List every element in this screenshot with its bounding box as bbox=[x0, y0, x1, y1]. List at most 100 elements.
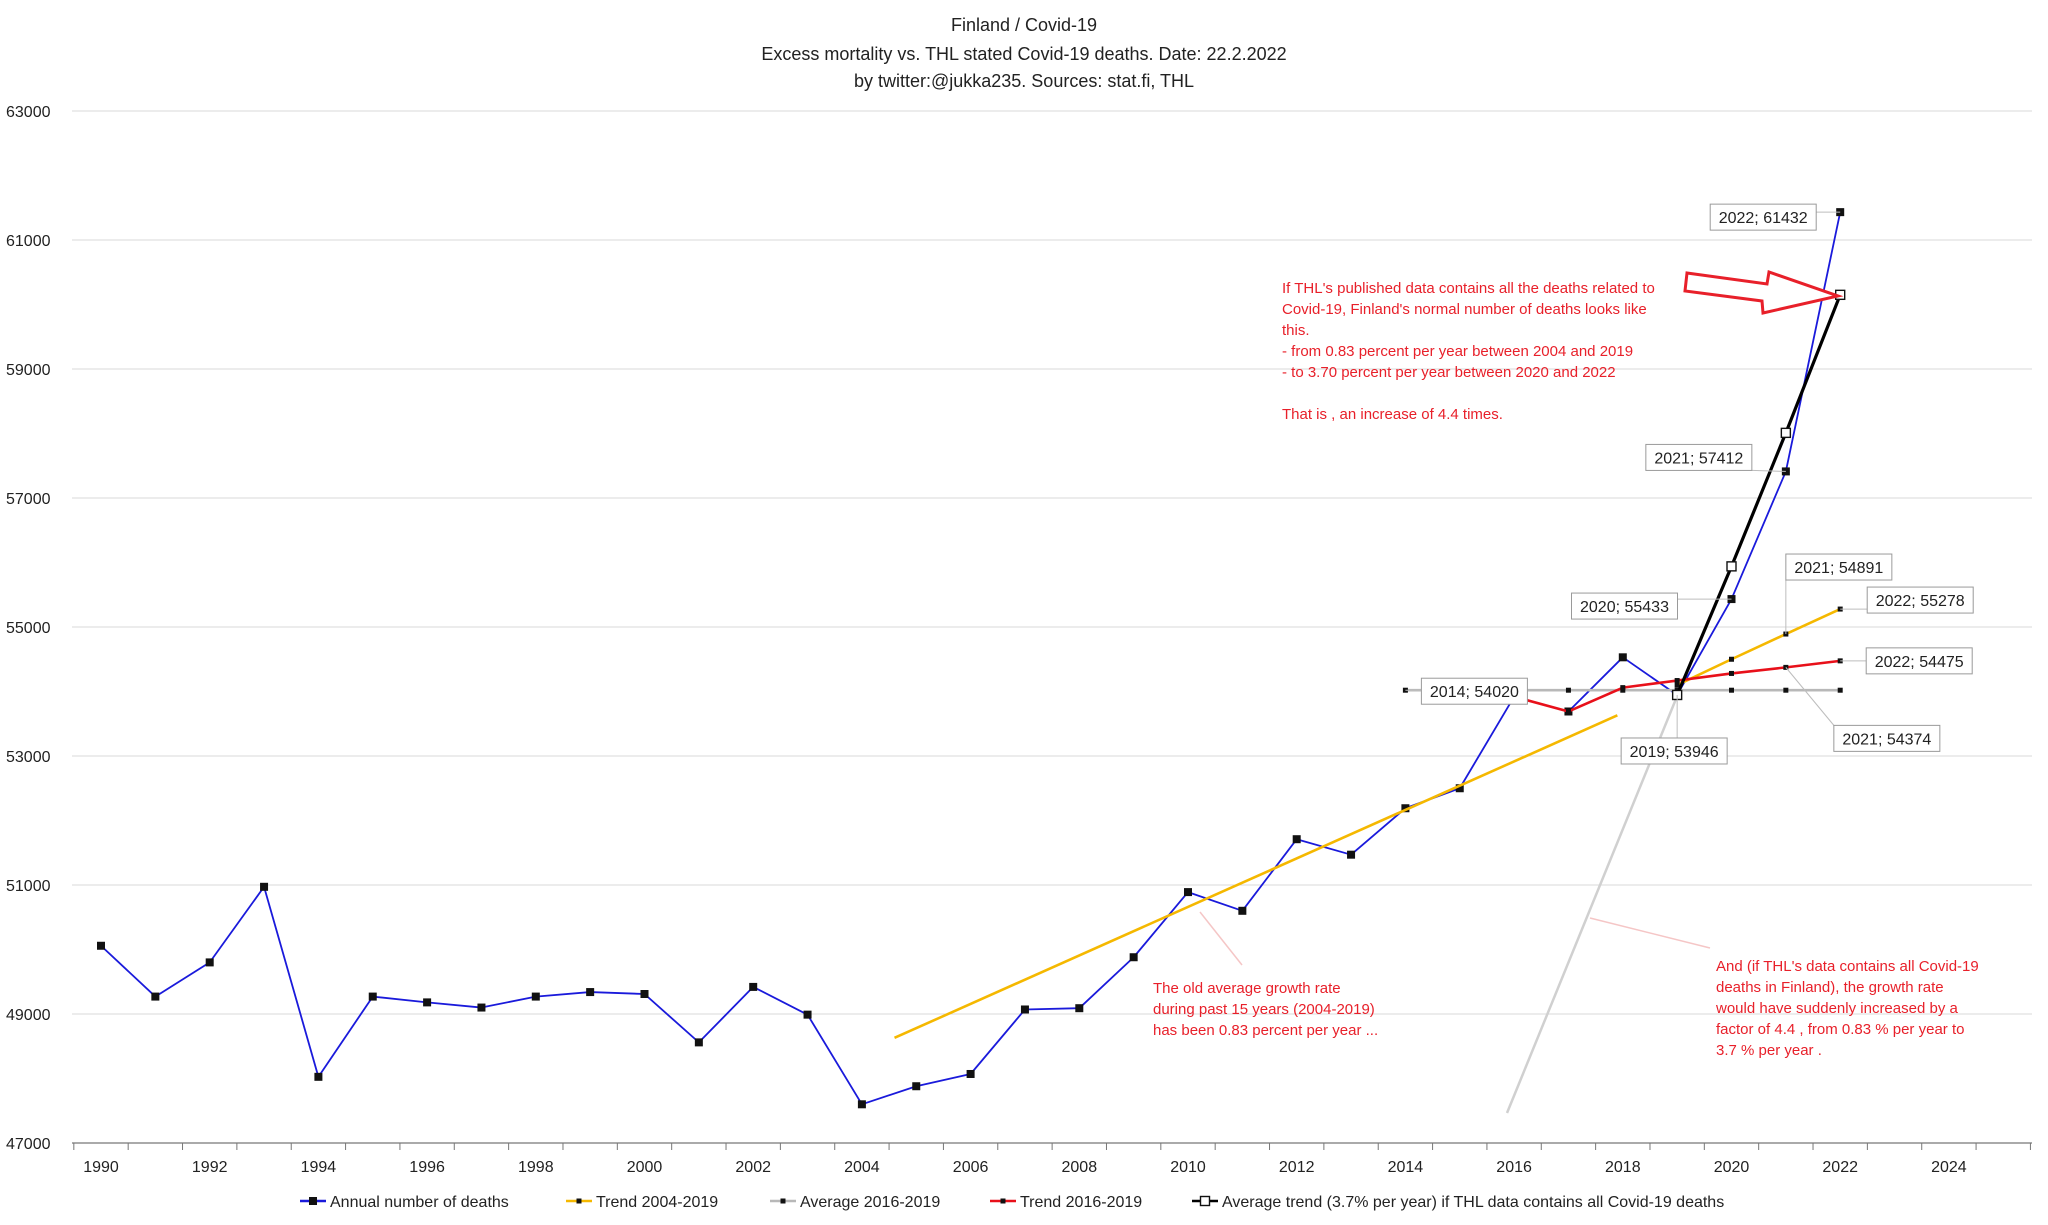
legend-label-average_trend: Average trend (3.7% per year) if THL dat… bbox=[1222, 1194, 1724, 1211]
x-tick-label-2020: 2020 bbox=[1714, 1159, 1750, 1176]
red-arrow-annotation bbox=[1683, 269, 1844, 315]
y-tick-label-57000: 57000 bbox=[6, 491, 51, 508]
series-line-trend_2004_2019-1 bbox=[893, 714, 1618, 1040]
annotation-sudden_growth_note-line-4: 3.7 % per year . bbox=[1716, 1042, 1822, 1059]
point-annual-2006 bbox=[966, 1069, 975, 1078]
callout-box-4 bbox=[1866, 586, 1974, 614]
callout-label-6: 2022; 54475 bbox=[1875, 654, 1964, 671]
annotation-thl_note-line-6: That is , an increase of 4.4 times. bbox=[1282, 406, 1503, 423]
legend-label-average_2016_2019: Average 2016-2019 bbox=[800, 1194, 940, 1211]
callout-box-7 bbox=[1620, 737, 1728, 765]
point-annual-1997 bbox=[477, 1003, 486, 1012]
y-tick-label-47000: 47000 bbox=[6, 1136, 51, 1153]
axes: 47000 49000 51000 53000 55000 57000 59000 61000… bbox=[6, 104, 2032, 1176]
callout-label-4: 2022; 55278 bbox=[1876, 593, 1965, 610]
point-trend_2016_2019-2020 bbox=[1729, 670, 1734, 676]
y-tick-label-49000: 49000 bbox=[6, 1007, 51, 1024]
point-average_2016_2019-2021 bbox=[1783, 687, 1789, 693]
title-line-1: Finland / Covid-19 bbox=[951, 15, 1097, 35]
point-average_2016_2019-2022 bbox=[1837, 687, 1843, 693]
annotation-thl_note-line-0: If THL's published data contains all the… bbox=[1282, 280, 1655, 297]
point-trend_2004_2019-2019 bbox=[1674, 682, 1680, 688]
title-line-2: Excess mortality vs. THL stated Covid-19… bbox=[761, 44, 1286, 64]
point-annual-2005 bbox=[912, 1082, 921, 1091]
x-tick-label-2012: 2012 bbox=[1279, 1159, 1315, 1176]
x-tick-label-2014: 2014 bbox=[1388, 1159, 1424, 1176]
annotation-sudden_growth_note-line-3: factor of 4.4 , from 0.83 % per year to bbox=[1716, 1021, 1964, 1038]
point-trend_2016_2019-2019 bbox=[1674, 678, 1680, 684]
data-series bbox=[97, 208, 1846, 1109]
legend: Annual number of deaths Trend 2004-2019 Av… bbox=[300, 1194, 1724, 1211]
y-tick-label-59000: 59000 bbox=[6, 362, 51, 379]
callout-box-2 bbox=[1571, 592, 1678, 620]
point-annual-1994 bbox=[314, 1072, 323, 1081]
annotation-old_growth_note-line-0: The old average growth rate bbox=[1153, 980, 1341, 997]
point-annual-2018 bbox=[1618, 653, 1627, 662]
callout-label-5: 2014; 54020 bbox=[1430, 684, 1519, 701]
x-tick-label-2022: 2022 bbox=[1822, 1159, 1858, 1176]
point-annual-1993 bbox=[260, 882, 269, 891]
x-tick-label-2010: 2010 bbox=[1170, 1159, 1206, 1176]
point-annual-2010 bbox=[1184, 888, 1192, 897]
callout-box-1 bbox=[1645, 443, 1753, 471]
legend-swatch-marker-average_trend bbox=[1199, 1195, 1211, 1207]
x-tick-label-2008: 2008 bbox=[1062, 1159, 1098, 1176]
annotation-thl_note-line-3: - from 0.83 percent per year between 200… bbox=[1282, 343, 1633, 360]
callout-label-2: 2020; 55433 bbox=[1580, 599, 1669, 616]
annotation-thl_note-line-1: Covid-19, Finland's normal number of dea… bbox=[1282, 301, 1647, 318]
point-annual-2014 bbox=[1401, 804, 1410, 813]
guide-line-old-growth bbox=[1199, 911, 1243, 966]
point-annual-2015 bbox=[1455, 784, 1464, 793]
point-trend_2016_2019-2017 bbox=[1565, 708, 1571, 714]
y-tick-label-53000: 53000 bbox=[6, 749, 51, 766]
point-annual-1991 bbox=[151, 992, 160, 1001]
legend-label-trend_2016_2019: Trend 2016-2019 bbox=[1020, 1194, 1142, 1211]
annotation-sudden_growth_note-line-1: deaths in Finland), the growth rate bbox=[1716, 979, 1944, 996]
point-annual-2011 bbox=[1238, 906, 1247, 915]
point-annual-1990 bbox=[97, 941, 105, 950]
callout-box-0 bbox=[1709, 203, 1817, 231]
title-line-3: by twitter:@jukka235. Sources: stat.fi, … bbox=[854, 71, 1194, 91]
point-annual-2001 bbox=[694, 1038, 703, 1047]
series-line-trend_2004_2019-2 bbox=[1676, 607, 1841, 687]
callout-label-3: 2021; 54891 bbox=[1794, 560, 1883, 577]
point-average_2016_2019-2018 bbox=[1620, 687, 1626, 693]
series-line-average_trend-5 bbox=[1675, 294, 1842, 696]
callout-label-1: 2021; 57412 bbox=[1654, 450, 1743, 467]
x-tick-label-1996: 1996 bbox=[409, 1159, 445, 1176]
guide-line-sudden-growth-note bbox=[1589, 917, 1711, 949]
legend-label-annual: Annual number of deaths bbox=[330, 1194, 509, 1211]
point-average_trend-2020 bbox=[1726, 561, 1737, 572]
point-annual-1992 bbox=[205, 958, 214, 967]
point-average_2016_2019-2017 bbox=[1565, 687, 1571, 693]
annotation-sudden_growth_note-line-2: would have suddenly increased by a bbox=[1715, 1000, 1958, 1017]
legend-swatch-marker-trend_2016_2019 bbox=[1000, 1198, 1006, 1204]
x-tick-label-2000: 2000 bbox=[627, 1159, 663, 1176]
x-tick-label-2018: 2018 bbox=[1605, 1159, 1641, 1176]
x-tick-label-1994: 1994 bbox=[301, 1159, 337, 1176]
x-tick-label-2016: 2016 bbox=[1496, 1159, 1532, 1176]
callout-box-3 bbox=[1785, 553, 1893, 581]
point-annual-2000 bbox=[640, 990, 649, 999]
callout-label-7: 2019; 53946 bbox=[1630, 744, 1719, 761]
gridlines bbox=[72, 110, 2032, 1015]
point-annual-1999 bbox=[586, 988, 595, 997]
annotation-old_growth_note-line-2: has been 0.83 percent per year ... bbox=[1153, 1022, 1378, 1039]
annotation-notes: If THL's published data contains all the… bbox=[1153, 269, 1979, 1059]
x-tick-label-2006: 2006 bbox=[953, 1159, 989, 1176]
annotation-sudden_growth_note-line-0: And (if THL's data contains all Covid-19 bbox=[1716, 958, 1979, 975]
data-callouts: 2022; 61432 2021; 57412 2020; 55433 2021; 5… bbox=[1405, 203, 1974, 765]
point-annual-2012 bbox=[1292, 835, 1301, 844]
x-tick-label-1998: 1998 bbox=[518, 1159, 554, 1176]
legend-swatch-marker-average_2016_2019 bbox=[780, 1198, 786, 1204]
point-annual-1998 bbox=[531, 992, 540, 1001]
y-tick-label-51000: 51000 bbox=[6, 878, 51, 895]
point-trend_2016_2019-2018 bbox=[1620, 685, 1626, 691]
point-annual-2002 bbox=[749, 982, 758, 991]
point-annual-2008 bbox=[1075, 1004, 1084, 1013]
callout-box-5 bbox=[1420, 677, 1528, 705]
x-tick-label-1990: 1990 bbox=[83, 1159, 119, 1176]
legend-swatch-marker-annual bbox=[309, 1197, 317, 1205]
